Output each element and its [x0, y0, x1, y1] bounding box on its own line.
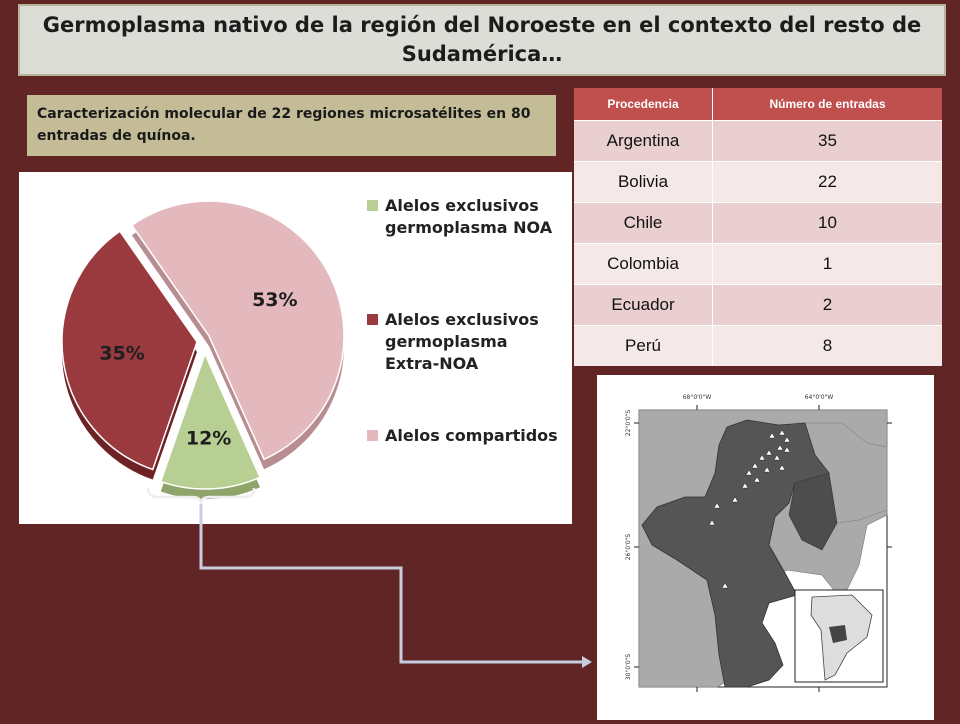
cell-procedencia: Bolivia	[574, 161, 713, 203]
table-row: Colombia 1	[574, 243, 942, 285]
sample-points	[708, 429, 791, 589]
lon-label: 64°0'0"W	[805, 394, 834, 401]
table-row: Chile 10	[574, 202, 942, 244]
table-row: Bolivia 22	[574, 161, 942, 203]
map-ticks	[634, 405, 892, 692]
inset-highlight	[829, 625, 847, 643]
map: 68°0'0"W 64°0'0"W 22°0'0"S 26°0'0"S 30°0…	[625, 394, 892, 692]
table-row: Perú 8	[574, 325, 942, 366]
pie-slice-label: 35%	[99, 342, 144, 364]
lat-label: 26°0'0"S	[625, 534, 632, 561]
cell-entradas: 2	[712, 284, 942, 326]
cell-procedencia: Perú	[574, 325, 713, 366]
cell-entradas: 1	[712, 243, 942, 285]
legend-swatch	[367, 200, 378, 211]
legend-swatch	[367, 430, 378, 441]
legend-label: Alelos exclusivos germoplasma NOA	[385, 196, 553, 237]
caption-box: Caracterización molecular de 22 regiones…	[27, 95, 556, 156]
procedencia-table: Procedencia Número de entradas Argentina…	[574, 88, 942, 366]
cell-procedencia: Argentina	[574, 120, 713, 162]
pie-slice	[61, 230, 198, 471]
cell-procedencia: Colombia	[574, 243, 713, 285]
page-title: Germoplasma nativo de la región del Noro…	[42, 13, 922, 66]
cell-entradas: 35	[712, 120, 942, 162]
cell-entradas: 22	[712, 161, 942, 203]
connector-arrowhead	[582, 656, 592, 668]
pie-chart: 12% 35% 53% Alelos exclusivos germoplasma NO…	[61, 196, 558, 499]
map-panel: 68°0'0"W 64°0'0"W 22°0'0"S 26°0'0"S 30°0…	[597, 375, 934, 720]
pie-slice-label: 12%	[186, 428, 231, 450]
connector-line	[199, 504, 584, 664]
title-banner: Germoplasma nativo de la región del Noro…	[18, 4, 946, 76]
lat-label: 22°0'0"S	[625, 410, 632, 437]
cell-procedencia: Ecuador	[574, 284, 713, 326]
table-header-row: Procedencia Número de entradas	[574, 88, 942, 121]
legend-label: Alelos exclusivos germoplasma Extra-NOA	[385, 310, 539, 373]
table-row: Ecuador 2	[574, 284, 942, 326]
pie-slice-label: 53%	[252, 289, 297, 311]
header-procedencia: Procedencia	[574, 88, 713, 121]
cell-entradas: 8	[712, 325, 942, 366]
table-row: Argentina 35	[574, 120, 942, 162]
lon-label: 68°0'0"W	[683, 394, 712, 401]
pie-slice	[130, 200, 345, 461]
pie-chart-panel: 12% 35% 53% Alelos exclusivos germoplasma NO…	[19, 172, 572, 524]
map-noa-east	[788, 472, 838, 551]
cell-entradas: 10	[712, 202, 942, 244]
legend-swatch	[367, 314, 378, 325]
legend-label: Alelos compartidos	[385, 426, 558, 445]
cell-procedencia: Chile	[574, 202, 713, 244]
header-entradas: Número de entradas	[712, 88, 942, 121]
lat-label: 30°0'0"S	[625, 654, 632, 681]
caption-text: Caracterización molecular de 22 regiones…	[37, 106, 531, 144]
